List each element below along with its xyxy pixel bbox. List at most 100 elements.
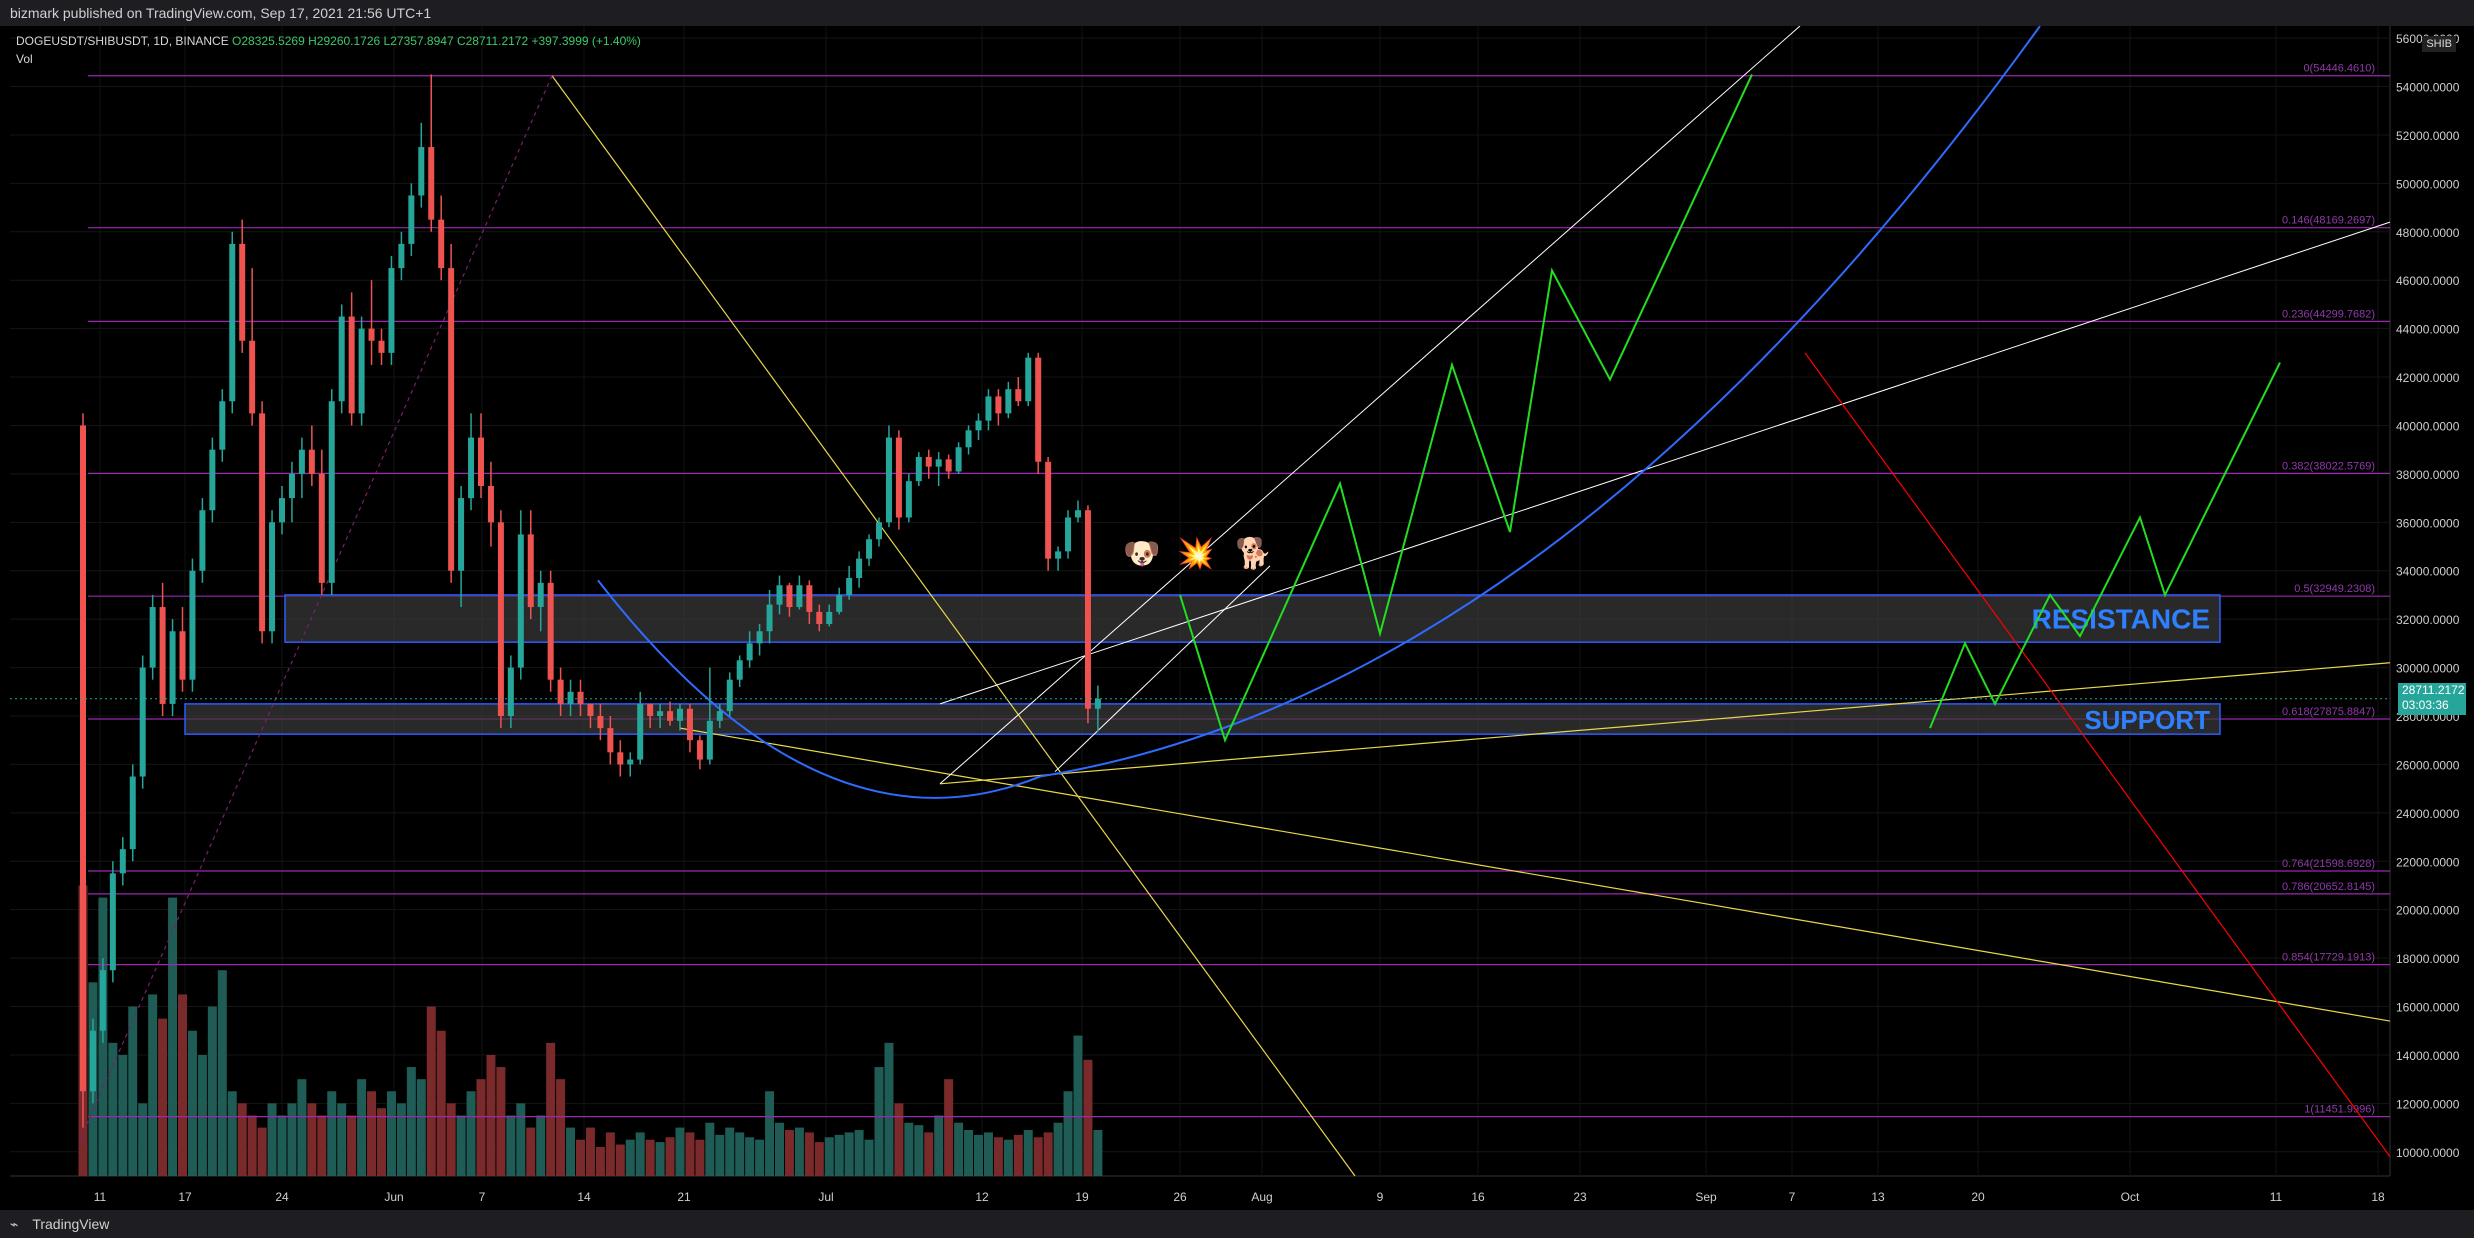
trend-line <box>1054 565 1271 773</box>
volume-bar <box>327 1091 337 1176</box>
candle-body <box>159 607 166 704</box>
sr-zone <box>284 594 2221 643</box>
candle-body <box>826 611 833 624</box>
chart-area[interactable]: DOGEUSDT/SHIBUSDT, 1D, BINANCE O28325.52… <box>0 26 2474 1210</box>
candle-body <box>298 449 305 474</box>
candle-body <box>1094 698 1101 709</box>
volume-bar <box>486 1054 496 1176</box>
candle-body <box>80 425 86 1092</box>
volume-bar <box>516 1103 526 1176</box>
candle-body <box>587 703 594 716</box>
publish-header: bizmark published on TradingView.com, Se… <box>0 0 2474 26</box>
volume-bar <box>705 1122 715 1176</box>
volume-bar <box>287 1103 297 1176</box>
fib-level-label: 0.786(20652.8145) <box>2282 881 2375 893</box>
volume-bar <box>317 1115 327 1176</box>
candle-body <box>577 691 584 704</box>
candle-body <box>388 268 395 353</box>
candle-body <box>109 873 116 971</box>
candle-body <box>647 703 654 716</box>
volume-bar <box>1023 1130 1033 1176</box>
volume-bar <box>884 1042 894 1176</box>
y-tick-label: 40000.0000 <box>2396 419 2460 433</box>
fib-level-label: 1(11451.9996) <box>2304 1104 2375 1116</box>
candle-body <box>537 582 544 608</box>
candle-body <box>637 703 644 760</box>
candle-body <box>517 534 524 668</box>
legend-volume: Vol <box>16 52 33 66</box>
candle-body <box>219 401 226 450</box>
volume-bar <box>904 1122 914 1176</box>
volume-bar <box>357 1079 367 1176</box>
legend-low: L27357.8947 <box>383 34 454 48</box>
x-tick-label: 23 <box>1573 1190 1587 1204</box>
candle-body <box>975 420 982 431</box>
candle-body <box>279 498 285 523</box>
volume-bar <box>874 1067 884 1176</box>
candle-body <box>1065 517 1072 552</box>
volume-bar <box>745 1137 755 1176</box>
volume-bar <box>834 1134 844 1176</box>
candle-body <box>925 456 932 467</box>
x-tick-label: 13 <box>1871 1190 1885 1204</box>
candle-body <box>607 728 614 753</box>
x-tick-label: 14 <box>577 1190 591 1204</box>
sr-zone-label: RESISTANCE <box>2032 604 2210 635</box>
volume-bar <box>1063 1091 1073 1176</box>
publish-text: bizmark published on TradingView.com, Se… <box>10 5 432 21</box>
volume-bar <box>456 1115 466 1176</box>
candle-body <box>756 631 763 644</box>
y-tick-label: 34000.0000 <box>2396 565 2460 579</box>
trend-line <box>939 662 2391 785</box>
candle-body <box>318 473 325 583</box>
volume-bar <box>765 1091 775 1176</box>
symbol-tag[interactable]: SHIB <box>2422 36 2456 52</box>
candle-body <box>716 711 723 721</box>
candlestick-chart[interactable]: 10000.0000 12000.0000 14000.0000 16000.0000… <box>0 26 2474 1210</box>
x-tick-label: Jun <box>384 1190 403 1204</box>
legend-close: C28711.2172 <box>456 34 529 48</box>
volume-bar <box>725 1127 735 1176</box>
dashed-trend-line <box>79 75 553 1140</box>
volume-bar <box>197 1054 207 1176</box>
candle-body <box>597 716 604 729</box>
chart-legend: DOGEUSDT/SHIBUSDT, 1D, BINANCE O28325.52… <box>16 34 641 70</box>
candle-body <box>686 708 693 741</box>
fib-level-label: 0.5(32949.2308) <box>2294 583 2375 595</box>
candle-body <box>149 607 156 668</box>
y-tick-label: 48000.0000 <box>2396 226 2460 240</box>
trend-line <box>679 727 2391 1022</box>
footer-brand: TradingView <box>32 1216 110 1232</box>
candle-body <box>866 539 873 559</box>
volume-bar <box>645 1139 655 1176</box>
candle-body <box>269 522 276 632</box>
candle-body <box>189 570 196 680</box>
fib-level-label: 0.146(48169.2697) <box>2282 215 2375 227</box>
candle-body <box>945 459 952 472</box>
volume-bar <box>128 1006 138 1176</box>
volume-bar <box>506 1115 516 1176</box>
volume-bar <box>585 1127 595 1176</box>
candle-body <box>139 667 146 777</box>
volume-bar <box>844 1132 854 1176</box>
volume-bar <box>685 1132 695 1176</box>
candle-body <box>458 498 465 571</box>
y-tick-label: 22000.0000 <box>2396 855 2460 869</box>
volume-bar <box>436 1030 446 1176</box>
candle-body <box>776 585 783 605</box>
projection-path <box>1929 362 2281 729</box>
volume-bar <box>556 1079 566 1176</box>
volume-bar <box>217 970 227 1176</box>
candle-body <box>985 396 992 421</box>
x-tick-label: 9 <box>1377 1190 1384 1204</box>
volume-bar <box>794 1127 804 1176</box>
volume-bar <box>854 1130 864 1176</box>
y-tick-label: 44000.0000 <box>2396 323 2460 337</box>
volume-bar <box>396 1103 406 1176</box>
candle-body <box>766 604 773 632</box>
volume-bar <box>347 1115 357 1176</box>
candle-body <box>338 316 345 402</box>
trend-line <box>551 75 1356 1177</box>
volume-bar <box>108 1042 118 1176</box>
fib-level-label: 0.236(44299.7682) <box>2282 308 2375 320</box>
